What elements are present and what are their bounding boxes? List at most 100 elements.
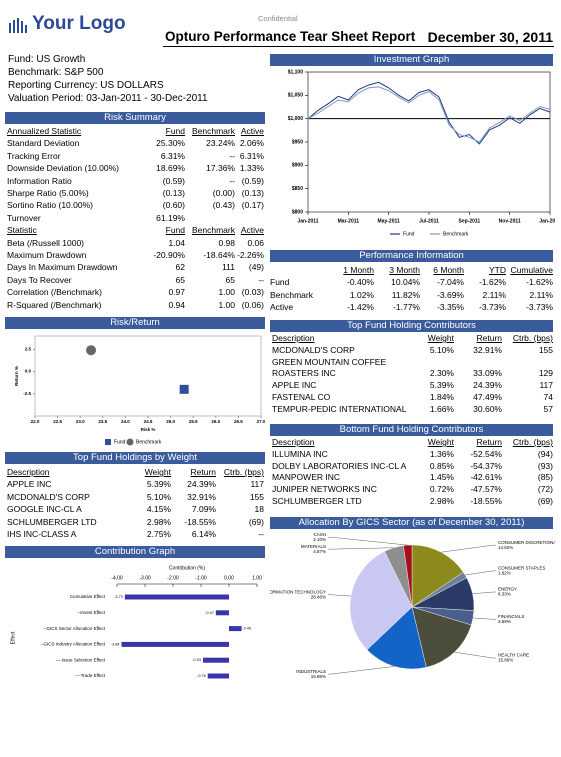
x-tick-label: 25.5 — [189, 419, 198, 424]
y-tick-label: $950 — [292, 139, 303, 145]
column-header: Active — [240, 225, 264, 236]
cell: 5.39% — [429, 380, 454, 391]
cell: -7.04% — [437, 277, 464, 288]
row-label: Tracking Error — [7, 150, 61, 161]
bar — [229, 626, 242, 632]
cell: 0.97 — [168, 287, 185, 298]
row-label: Fund — [270, 277, 290, 288]
cell: -- — [229, 150, 235, 161]
header-rule — [163, 46, 554, 47]
logo-icon — [9, 18, 27, 33]
leader-line — [454, 651, 496, 659]
x-tick-label: 25.0 — [166, 419, 175, 424]
row-label: MCDONALD'S CORP — [272, 344, 355, 355]
row-label: Turnover — [7, 212, 41, 223]
fund-info: Fund: US Growth Benchmark: S&P 500 Reporti… — [8, 53, 208, 105]
table-row: FASTENAL CO 1.84% 47.49% 74 — [272, 392, 553, 404]
cell: 155 — [249, 491, 264, 502]
cell: (85) — [537, 472, 553, 483]
cell: 2.11% — [529, 289, 553, 300]
cell: -3.73% — [526, 302, 553, 313]
x-tick-label: 27.0 — [257, 419, 265, 424]
table-row: JUNIPER NETWORKS INC 0.72% -47.57% (72) — [272, 484, 553, 496]
cell: -- — [258, 529, 264, 540]
cell: (0.03) — [241, 287, 264, 298]
table-row: Standard Deviation 25.30% 23.24% 2.06% — [7, 137, 264, 149]
column-header: Annualized Statistic — [7, 126, 82, 136]
pie-slice — [403, 544, 413, 608]
x-tick-label: 24.0 — [121, 419, 130, 424]
cell: 1.33% — [239, 163, 264, 174]
cell: -54.37% — [470, 460, 502, 471]
x-tick-label: 22.5 — [53, 419, 62, 424]
table-row: ILLUMINA INC 1.36% -52.54% (94) — [272, 449, 553, 461]
section-title: Contribution Graph — [5, 546, 265, 558]
table-row: Fund -0.40% 10.04% -7.04% -1.62% -1.62% — [270, 276, 553, 288]
cell: -18.64% — [203, 250, 235, 261]
investment-chart: $800 $850 $900 $950 $1,000 $1,050 $1,100 Jan-20… — [288, 69, 555, 237]
cell: -18.55% — [470, 495, 502, 506]
row-label: Maximum Drawdown — [7, 250, 87, 261]
leader-line — [328, 666, 395, 675]
row-label: Downside Deviation (10.00%) — [7, 163, 119, 174]
cell: 2.75% — [146, 529, 171, 540]
cell: -- — [229, 175, 235, 186]
table-row: Correlation (/Benchmark) 0.97 1.00 (0.03) — [7, 286, 264, 298]
column-header: Ctrb. (bps) — [512, 333, 553, 343]
column-header: Description — [272, 333, 315, 343]
cell: 32.91% — [473, 344, 502, 355]
cell: 1.45% — [429, 472, 454, 483]
cell: -47.57% — [470, 484, 502, 495]
value-label: -0.93 — [192, 658, 201, 662]
plot-frame — [34, 335, 262, 417]
column-header: Active — [240, 126, 264, 136]
cell: 129 — [538, 368, 553, 379]
column-header: YTD — [489, 265, 506, 275]
column-header: Fund — [165, 225, 185, 236]
cell: 7.09% — [191, 504, 216, 515]
x-tick-label: Sep-2011 — [458, 218, 480, 224]
cell: 33.09% — [473, 368, 502, 379]
x-tick-label: -3.00 — [139, 575, 151, 581]
column-header: Statistic — [7, 225, 37, 236]
column-header: Ctrb. (bps) — [223, 467, 264, 477]
cell: 0.85% — [429, 460, 454, 471]
row-label: Active — [270, 302, 294, 313]
cell: 2.06% — [239, 138, 264, 149]
cell: 18 — [254, 504, 264, 515]
confidential: Confidential — [258, 14, 298, 23]
bar — [121, 641, 229, 647]
table-row: R-Squared (/Benchmark) 0.94 1.00 (0.06) — [7, 299, 264, 311]
cell: (0.17) — [241, 200, 264, 211]
table-row: GOOGLE INC-CL A 4.15% 7.09% 18 — [7, 503, 264, 515]
info-line: Benchmark: S&P 500 — [8, 67, 104, 78]
row-label: FASTENAL CO — [272, 391, 331, 402]
slice-label: INDUSTRIALS — [296, 669, 326, 674]
cell: (0.60) — [162, 200, 185, 211]
cell: (69) — [248, 516, 264, 527]
slice-label: CONSUMER DISCRETIONARY — [498, 540, 555, 545]
y-tick-label: 0.0 — [25, 369, 32, 374]
leader-line — [328, 536, 408, 546]
cell: (0.00) — [212, 188, 235, 199]
x-tick-label: 23.0 — [76, 419, 85, 424]
slice-value: 1.62% — [498, 571, 511, 576]
info-line: Fund: US Growth — [8, 54, 86, 65]
x-tick-label: -2.00 — [167, 575, 179, 581]
top-contributors-table: Description Weight Return Ctrb. (bps) MCDONA… — [272, 333, 553, 416]
category-label: ----Issue Selection Effect — [56, 657, 106, 662]
table-row: APPLE INC 5.39% 24.39% 117 — [7, 478, 264, 490]
report-date: December 30, 2011 — [427, 29, 553, 45]
cell: (0.59) — [241, 175, 264, 186]
table-row: GREEN MOUNTAIN COFFEE ROASTERS INC 2.30% 3… — [272, 357, 553, 381]
x-tick-label: Jan-2011 — [297, 218, 318, 224]
cell: (69) — [537, 495, 553, 506]
slice-value: 28.46% — [311, 594, 326, 599]
table-row: Information Ratio (0.59) -- (0.59) — [7, 175, 264, 187]
cell: 6.31% — [160, 150, 185, 161]
category-label: ----Trade Effect — [75, 673, 106, 678]
leader-line — [441, 544, 496, 553]
slice-label: ENERGY — [498, 587, 517, 592]
y-tick-label: $900 — [292, 163, 303, 169]
